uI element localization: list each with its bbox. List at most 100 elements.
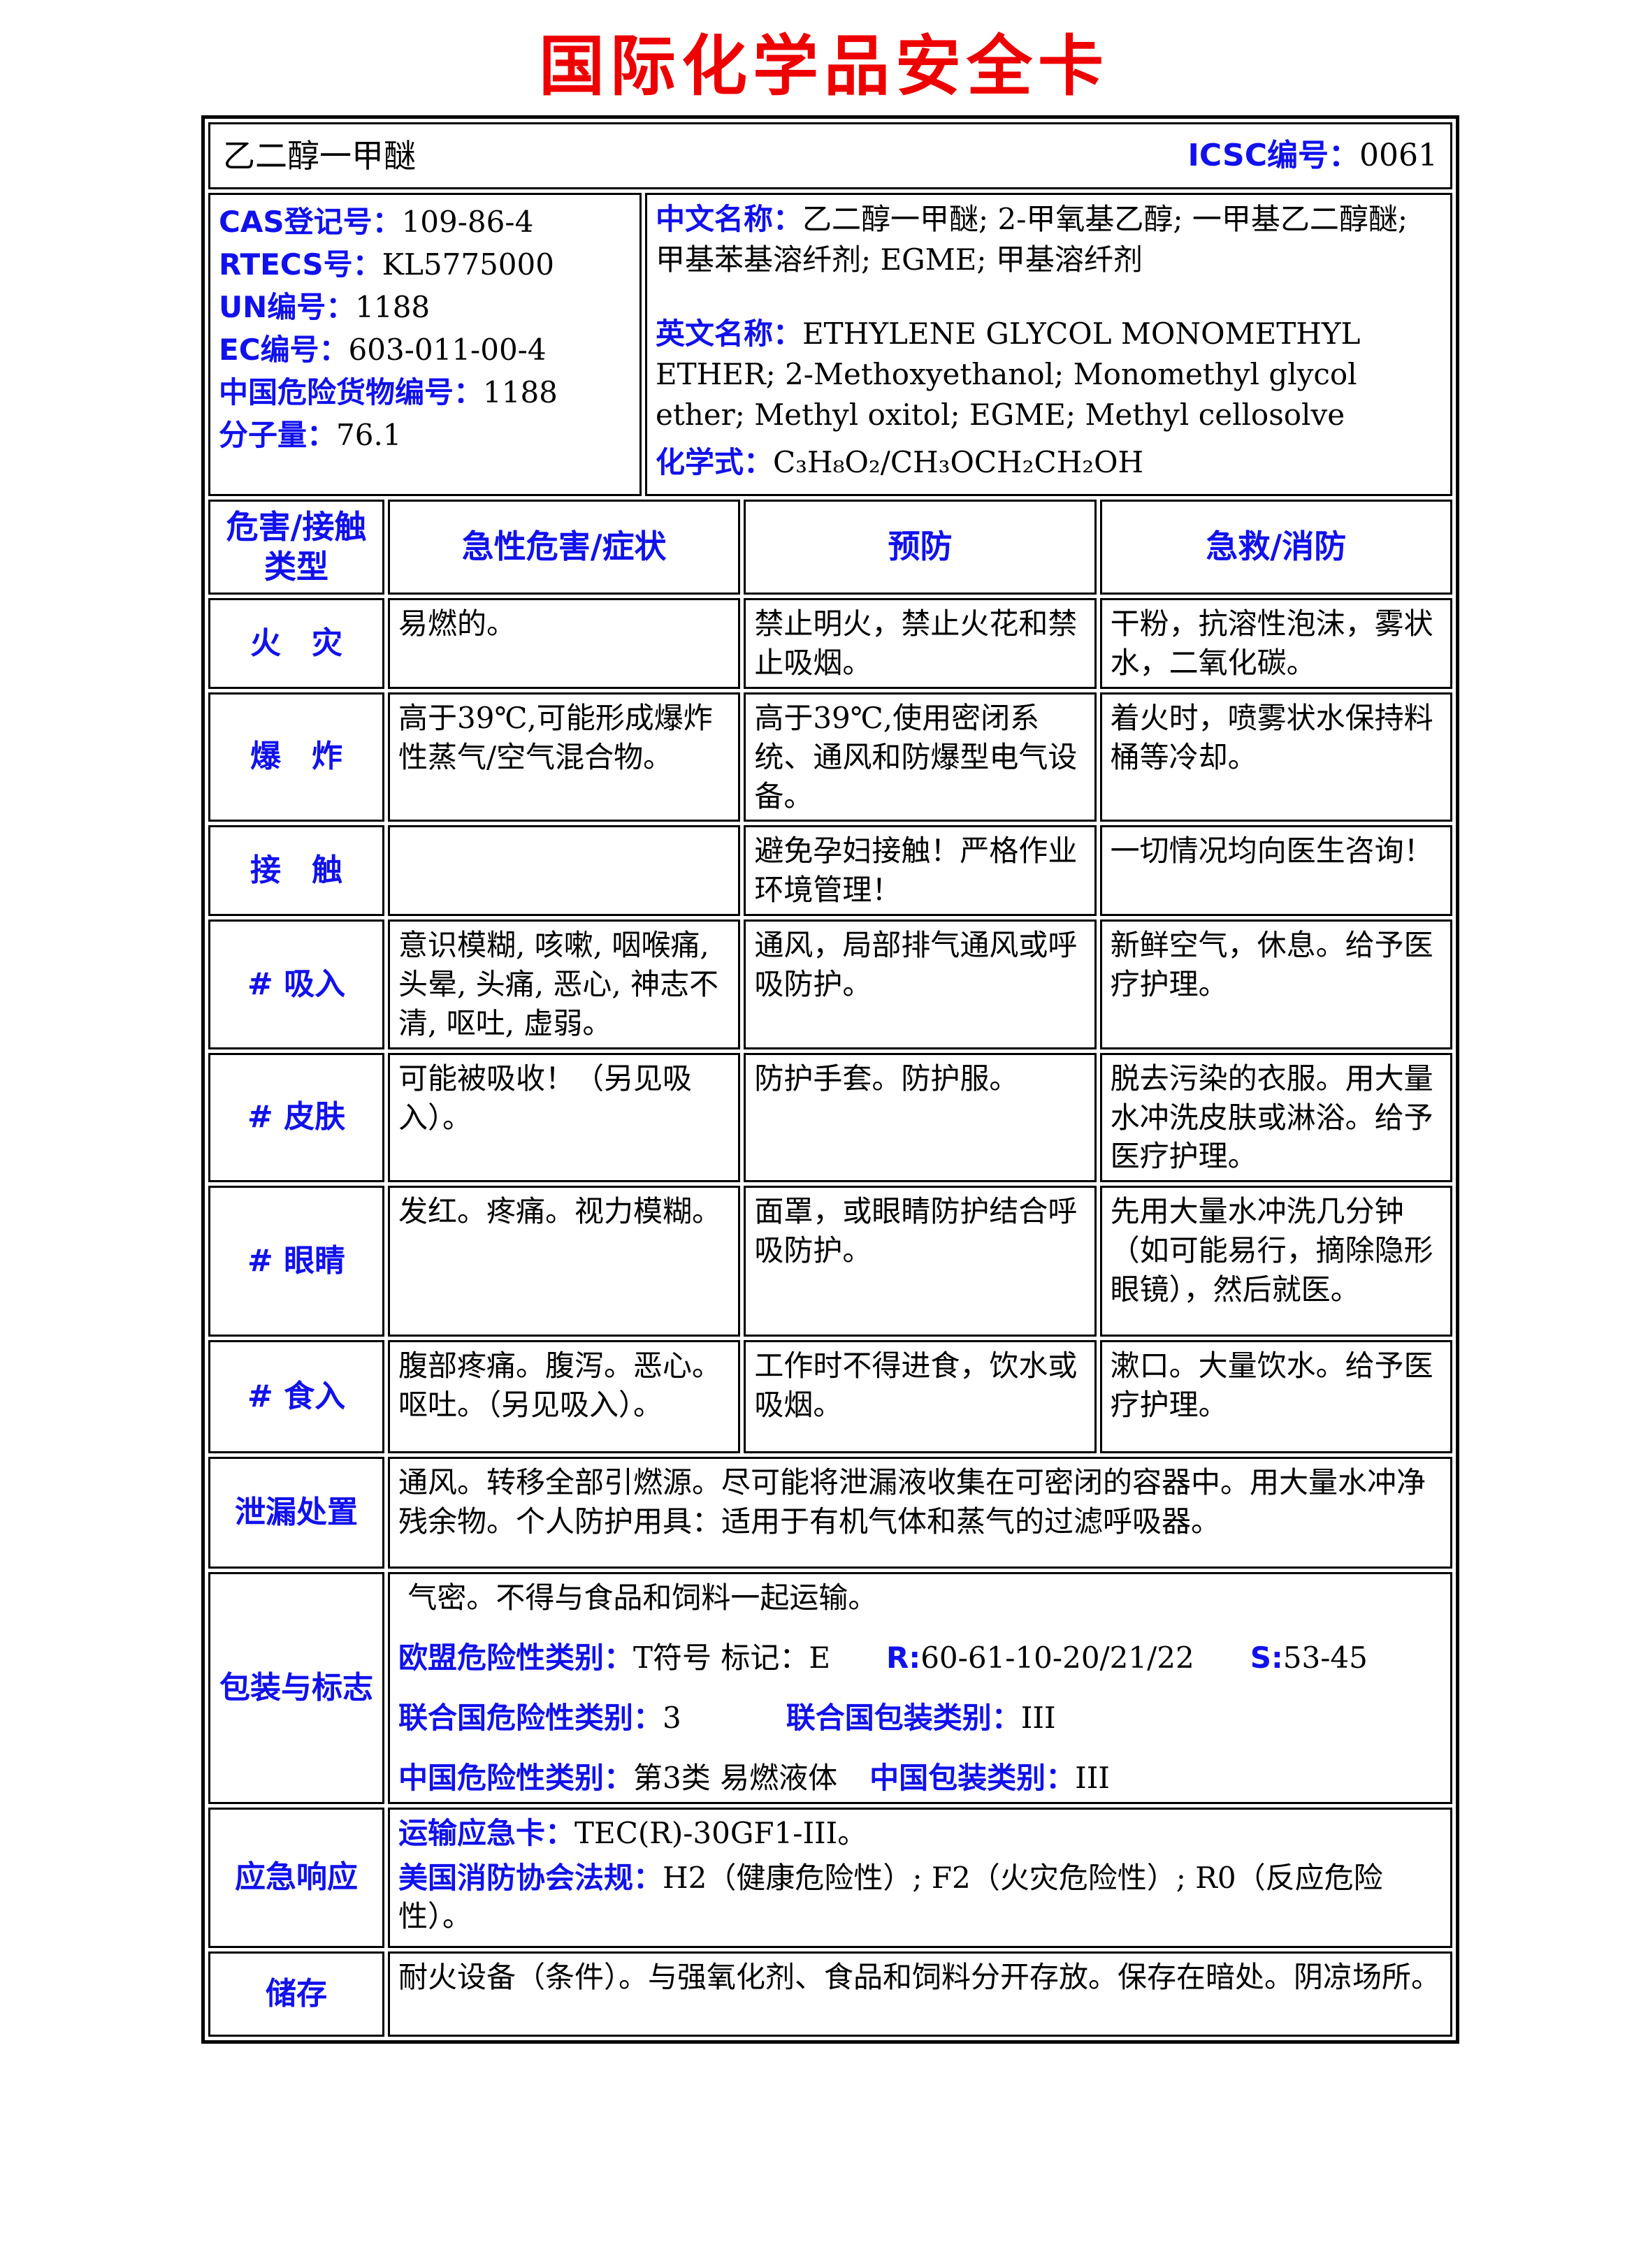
cn-class-value: 第3类 易燃液体 <box>633 1760 838 1795</box>
header-firstaid: 急救/消防 <box>1099 500 1452 595</box>
english-name-value: ETHYLENE GLYCOL MONOMETHYL ETHER; 2-Meth… <box>656 317 1361 432</box>
r-phrases-value: 60-61-10-20/21/22 <box>920 1641 1194 1675</box>
row-label-fire: 火 灾 <box>208 598 384 689</box>
chinese-name-label: 中文名称： <box>656 202 803 237</box>
formula-label: 化学式： <box>656 445 774 480</box>
header-symptoms: 急性危害/症状 <box>388 500 741 595</box>
id-value: 109-86-4 <box>401 205 534 240</box>
firstaid-cell: 干粉，抗溶性泡沫，雾状水，二氧化碳。 <box>1099 598 1452 689</box>
symptoms-cell: 可能被吸收！（另见吸入）。 <box>388 1052 741 1183</box>
hazard-row-explosion: 爆 炸 高于39℃,可能形成爆炸性蒸气/空气混合物。 高于39℃,使用密闭系统、… <box>208 692 1452 822</box>
header-hazard-type: 危害/接触类型 <box>208 500 384 595</box>
formula-value: C₃H₈O₂/CH₃OCH₂CH₂OH <box>773 445 1144 480</box>
packaging-text-cell: 气密。不得与食品和饲料一起运输。 欧盟危险性类别：T符号 标记：E R:60-61… <box>388 1572 1452 1804</box>
identification-row: CAS登记号：109-86-4 RTECS号：KL5775000 UN编号：11… <box>208 193 1452 497</box>
row-label-spill: 泄漏处置 <box>208 1457 384 1569</box>
prevention-cell: 工作时不得进食，饮水或吸烟。 <box>744 1340 1097 1454</box>
prevention-cell: 防护手套。防护服。 <box>744 1052 1097 1183</box>
row-label-emergency: 应急响应 <box>208 1807 384 1949</box>
storage-text-cell: 耐火设备（条件）。与强氧化剂、食品和饲料分开存放。保存在暗处。阴凉场所。 <box>388 1951 1452 2037</box>
prevention-cell: 高于39℃,使用密闭系统、通风和防爆型电气设备。 <box>744 692 1097 822</box>
cn-class-label: 中国危险性类别： <box>398 1760 634 1795</box>
emergency-text-cell: 运输应急卡：TEC(R)-30GF1-III。 美国消防协会法规：H2（健康危险… <box>388 1807 1452 1949</box>
id-label: CAS登记号： <box>219 205 402 240</box>
emergency-response-row: 应急响应 运输应急卡：TEC(R)-30GF1-III。 美国消防协会法规：H2… <box>208 1807 1452 1949</box>
header-prevention: 预防 <box>744 500 1097 595</box>
icsc-label: ICSC编号： <box>1187 138 1360 174</box>
cn-pack-value: III <box>1075 1760 1110 1795</box>
spill-disposal-row: 泄漏处置 通风。转移全部引燃源。尽可能将泄漏液收集在可密闭的容器中。用大量水冲净… <box>208 1457 1452 1569</box>
firstaid-cell: 先用大量水冲洗几分钟（如可能易行，摘除隐形眼镜），然后就医。 <box>1099 1186 1452 1337</box>
s-phrases-value: 53-45 <box>1282 1641 1368 1675</box>
hazard-header-row: 危害/接触类型 急性危害/症状 预防 急救/消防 <box>208 500 1452 595</box>
packaging-transport-note: 气密。不得与食品和饲料一起运输。 <box>398 1580 878 1615</box>
symptoms-cell: 腹部疼痛。腹泻。恶心。呕吐。（另见吸入）。 <box>388 1340 741 1454</box>
nfpa-label: 美国消防协会法规： <box>398 1860 663 1895</box>
id-label: EC编号： <box>219 332 349 367</box>
firstaid-cell: 漱口。大量饮水。给予医疗护理。 <box>1099 1340 1452 1454</box>
id-line-molweight: 分子量：76.1 <box>219 416 631 455</box>
nfpa-value: H2（健康危险性）; F2（火灾危险性）; R0（反应危险性）。 <box>398 1860 1383 1934</box>
r-phrases-label: R: <box>886 1641 921 1675</box>
icsc-number: 0061 <box>1359 138 1438 174</box>
row-label-skin: # 皮肤 <box>208 1052 384 1183</box>
packaging-row: 包装与标志 气密。不得与食品和饲料一起运输。 欧盟危险性类别：T符号 标记：E R… <box>208 1572 1452 1804</box>
spill-text-cell: 通风。转移全部引燃源。尽可能将泄漏液收集在可密闭的容器中。用大量水冲净残余物。个… <box>388 1457 1452 1569</box>
row-label-eyes: # 眼睛 <box>208 1186 384 1337</box>
firstaid-cell: 脱去污染的衣服。用大量水冲洗皮肤或淋浴。给予医疗护理。 <box>1099 1052 1452 1183</box>
eu-class-label: 欧盟危险性类别： <box>398 1641 634 1675</box>
tec-line: 运输应急卡：TEC(R)-30GF1-III。 <box>398 1814 1442 1853</box>
icsc-number-group: ICSC编号：0061 <box>1188 136 1438 177</box>
prevention-cell: 避免孕妇接触！严格作业环境管理！ <box>744 825 1097 917</box>
english-name-line: 英文名称：ETHYLENE GLYCOL MONOMETHYL ETHER; 2… <box>656 314 1442 435</box>
row-label-explosion: 爆 炸 <box>208 692 384 822</box>
safety-card-table: 乙二醇一甲醚 ICSC编号：0061 CAS登记号：109-86-4 RTECS… <box>201 115 1459 2044</box>
s-phrases-label: S: <box>1250 1641 1283 1675</box>
id-line-cas: CAS登记号：109-86-4 <box>219 203 631 242</box>
id-line-un: UN编号：1188 <box>219 288 631 327</box>
un-pack-value: III <box>1020 1701 1056 1735</box>
formula-line: 化学式：C₃H₈O₂/CH₃OCH₂CH₂OH <box>656 442 1442 483</box>
row-label-ingestion: # 食入 <box>208 1340 384 1454</box>
hazard-row-contact: 接 触 避免孕妇接触！严格作业环境管理！ 一切情况均向医生咨询！ <box>208 825 1452 917</box>
row-label-packaging: 包装与标志 <box>208 1572 384 1804</box>
un-class-label: 联合国危险性类别： <box>398 1701 663 1735</box>
id-value: 1188 <box>355 290 431 325</box>
nfpa-line: 美国消防协会法规：H2（健康危险性）; F2（火灾危险性）; R0（反应危险性）… <box>398 1859 1442 1937</box>
prevention-cell: 面罩，或眼睛防护结合呼吸防护。 <box>744 1186 1097 1337</box>
english-name-label: 英文名称： <box>656 317 803 351</box>
id-value: 1188 <box>483 375 558 409</box>
hazard-row-eyes: # 眼睛 发红。疼痛。视力模糊。 面罩，或眼睛防护结合呼吸防护。 先用大量水冲洗… <box>208 1186 1452 1337</box>
hazard-row-skin: # 皮肤 可能被吸收！（另见吸入）。 防护手套。防护服。 脱去污染的衣服。用大量… <box>208 1052 1452 1183</box>
tec-value: TEC(R)-30GF1-III。 <box>574 1815 867 1850</box>
id-label: 中国危险货物编号： <box>219 375 484 409</box>
id-value: 76.1 <box>336 417 402 452</box>
storage-row: 储存 耐火设备（条件）。与强氧化剂、食品和饲料分开存放。保存在暗处。阴凉场所。 <box>208 1951 1452 2037</box>
tec-label: 运输应急卡： <box>398 1815 575 1850</box>
packaging-eu-line: 欧盟危险性类别：T符号 标记：E R:60-61-10-20/21/22 S:53-… <box>398 1638 1442 1678</box>
id-value: KL5775000 <box>382 247 554 282</box>
un-pack-label: 联合国包装类别： <box>786 1701 1021 1735</box>
row-label-inhalation: # 吸入 <box>208 919 384 1049</box>
symptoms-cell: 高于39℃,可能形成爆炸性蒸气/空气混合物。 <box>388 692 741 822</box>
symptoms-cell: 发红。疼痛。视力模糊。 <box>388 1186 741 1337</box>
hazard-row-inhalation: # 吸入 意识模糊, 咳嗽, 咽喉痛, 头晕, 头痛, 恶心, 神志不清, 呕吐… <box>208 919 1452 1049</box>
symptoms-cell: 易燃的。 <box>388 598 741 689</box>
packaging-cn-line: 中国危险性类别：第3类 易燃液体 中国包装类别：III <box>398 1759 1442 1798</box>
un-class-value: 3 <box>663 1701 681 1735</box>
substance-name: 乙二醇一甲醚 <box>223 136 416 175</box>
prevention-cell: 通风，局部排气通风或呼吸防护。 <box>744 919 1097 1049</box>
page-title: 国际化学品安全卡 <box>538 29 1109 105</box>
cn-pack-label: 中国包装类别： <box>869 1760 1076 1795</box>
firstaid-cell: 新鲜空气，休息。给予医疗护理。 <box>1099 919 1452 1049</box>
packaging-un-line: 联合国危险性类别：3 联合国包装类别：III <box>398 1699 1442 1738</box>
substance-name-row: 乙二醇一甲醚 ICSC编号：0061 <box>208 122 1452 190</box>
hazard-row-ingestion: # 食入 腹部疼痛。腹泻。恶心。呕吐。（另见吸入）。 工作时不得进食，饮水或吸烟… <box>208 1340 1452 1454</box>
hazard-row-fire: 火 灾 易燃的。 禁止明火，禁止火花和禁止吸烟。 干粉，抗溶性泡沫，雾状水，二氧… <box>208 598 1452 689</box>
firstaid-cell: 一切情况均向医生咨询！ <box>1099 825 1452 917</box>
eu-class-value: T符号 标记：E <box>633 1641 831 1675</box>
id-line-rtecs: RTECS号：KL5775000 <box>219 245 631 284</box>
prevention-cell: 禁止明火，禁止火花和禁止吸烟。 <box>744 598 1097 689</box>
id-line-ec: EC编号：603-011-00-4 <box>219 330 631 370</box>
chinese-name-line: 中文名称：乙二醇一甲醚; 2-甲氧基乙醇; 一甲基乙二醇醚; 甲基苯基溶纤剂; … <box>656 199 1442 280</box>
